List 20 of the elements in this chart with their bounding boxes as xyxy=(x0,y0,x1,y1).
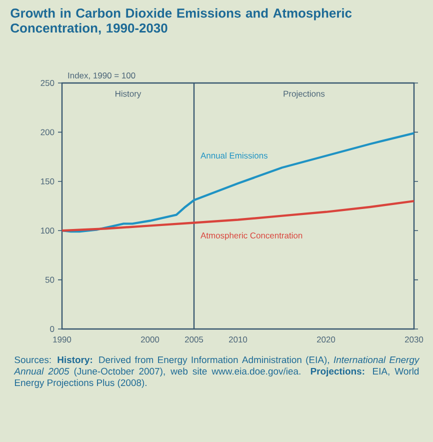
y-tick-label: 100 xyxy=(40,228,54,234)
y-tick-label: 200 xyxy=(40,129,54,136)
x-tick-label: 2005 xyxy=(185,336,204,343)
y-axis-title: Index, 1990 = 100 xyxy=(68,72,136,80)
x-tick-label: 2020 xyxy=(317,336,336,343)
x-tick-label: 2030 xyxy=(405,336,424,343)
y-tick-label: 150 xyxy=(40,178,54,184)
chart-title: Growth in Carbon Dioxide Emissions and Atmospheric Concentration, 1990-2030 xyxy=(10,8,352,35)
y-tick-label: 250 xyxy=(40,80,54,86)
annotation: History xyxy=(116,90,142,98)
x-tick-label: 2000 xyxy=(141,336,160,343)
x-tick-label: 2010 xyxy=(229,336,248,343)
y-tick-label: 50 xyxy=(45,276,54,283)
y-tick-label: 0 xyxy=(50,326,54,332)
series-label: Atmospheric Concentration xyxy=(200,232,302,240)
text: Sources: History: Derived from Energy Information Administration (EIA), International Energy Annual 2005 (June-October 2007), web site www.eia.doe.gov/iea. Projections: EIA, World Energy Projections Plus (2008). xyxy=(14,356,420,388)
series-label: Annual Emissions xyxy=(200,152,268,159)
x-tick-label: 1990 xyxy=(53,336,72,343)
line-series xyxy=(60,200,416,232)
annotation: Projections xyxy=(284,90,325,98)
